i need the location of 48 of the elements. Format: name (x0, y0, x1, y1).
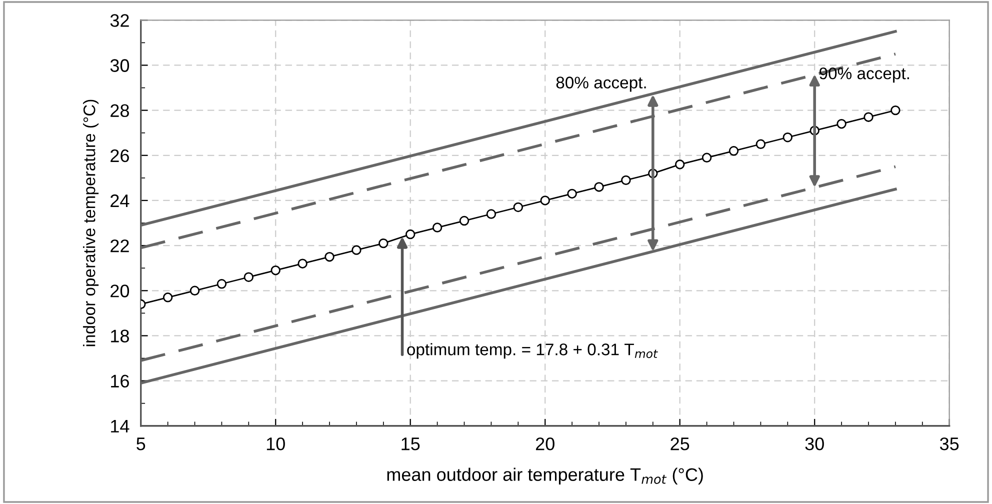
point (890, 105, 900, 116)
y-tick-label: 18 (111, 330, 129, 342)
point (324, 252, 334, 262)
point (782, 132, 793, 142)
point (674, 160, 685, 170)
point (540, 196, 550, 206)
point (486, 209, 496, 219)
point (594, 182, 604, 192)
point (352, 245, 362, 255)
point (756, 139, 766, 149)
x-tick-label: 25 (670, 437, 690, 450)
y-tick-label: 24 (110, 194, 130, 208)
point (405, 229, 416, 240)
y-tick-label: 16 (111, 374, 129, 388)
point (567, 188, 577, 199)
annotation: 80% accept. (556, 76, 646, 92)
y-tick-label: 28 (110, 104, 129, 118)
point (378, 238, 388, 248)
point (162, 292, 173, 302)
point (702, 152, 712, 163)
x-axis-title: mean outdoor air temperature T$_{mot}$ (°C) (387, 468, 703, 485)
point (432, 222, 442, 232)
point (298, 258, 308, 268)
annotation: 90% accept. (820, 67, 909, 83)
x-tick-label: 30 (805, 437, 824, 450)
point (459, 216, 470, 226)
point (621, 175, 631, 186)
x-tick-label: 35 (940, 437, 959, 450)
point (244, 272, 254, 282)
y-axis-title: indoor operative temperature (°C) (83, 100, 99, 346)
y-tick-label: 20 (110, 284, 130, 298)
y-tick-label: 22 (110, 239, 129, 252)
point (513, 202, 524, 212)
y-tick-label: 30 (110, 59, 130, 72)
x-tick-label: 10 (266, 437, 285, 450)
y-tick-label: 14 (111, 420, 130, 432)
point (864, 112, 874, 122)
point (836, 118, 846, 129)
x-tick-label: 20 (536, 437, 554, 450)
x-tick-label: 5 (136, 438, 146, 450)
annotation: optimum temp. = 17.8 + 0.31 T$_{mot}$ (407, 343, 658, 359)
point (190, 286, 200, 296)
point (216, 279, 227, 289)
point (270, 265, 280, 276)
y-tick-label: 32 (110, 14, 129, 27)
y-tick-label: 26 (110, 149, 129, 162)
x-tick-label: 15 (402, 438, 420, 450)
point (728, 146, 739, 156)
